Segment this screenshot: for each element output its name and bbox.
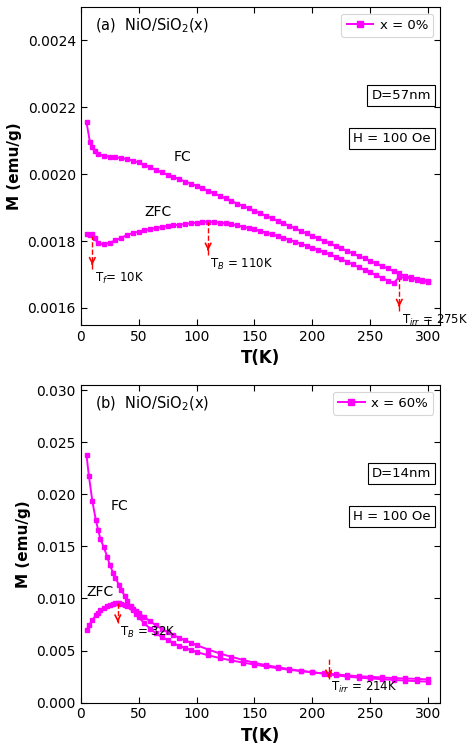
Text: T$_f$= 10K: T$_f$= 10K (95, 271, 144, 287)
Legend: x = 0%: x = 0% (341, 14, 433, 37)
Text: T$_B$ = 32K: T$_B$ = 32K (120, 625, 175, 640)
Text: T$_{irr}$ = 275K: T$_{irr}$ = 275K (401, 313, 468, 328)
Legend: x = 60%: x = 60% (333, 392, 433, 415)
Text: T$_{irr}$ = 214K: T$_{irr}$ = 214K (331, 681, 397, 696)
Text: H = 100 Oe: H = 100 Oe (353, 132, 431, 145)
Text: D=14nm: D=14nm (372, 468, 431, 481)
Text: (b)  NiO/SiO$_2$(x): (b) NiO/SiO$_2$(x) (95, 395, 209, 413)
Text: D=57nm: D=57nm (371, 89, 431, 102)
X-axis label: T(K): T(K) (241, 727, 280, 745)
Y-axis label: M (emu/g): M (emu/g) (7, 122, 22, 210)
Text: ZFC: ZFC (87, 585, 114, 599)
Text: FC: FC (173, 150, 191, 164)
Y-axis label: M (emu/g): M (emu/g) (16, 500, 31, 587)
Text: T$_B$ = 110K: T$_B$ = 110K (210, 256, 273, 271)
Text: FC: FC (111, 499, 128, 513)
Text: (a)  NiO/SiO$_2$(x): (a) NiO/SiO$_2$(x) (95, 17, 209, 35)
X-axis label: T(K): T(K) (241, 349, 280, 367)
Text: ZFC: ZFC (145, 205, 172, 219)
Text: H = 100 Oe: H = 100 Oe (353, 511, 431, 523)
